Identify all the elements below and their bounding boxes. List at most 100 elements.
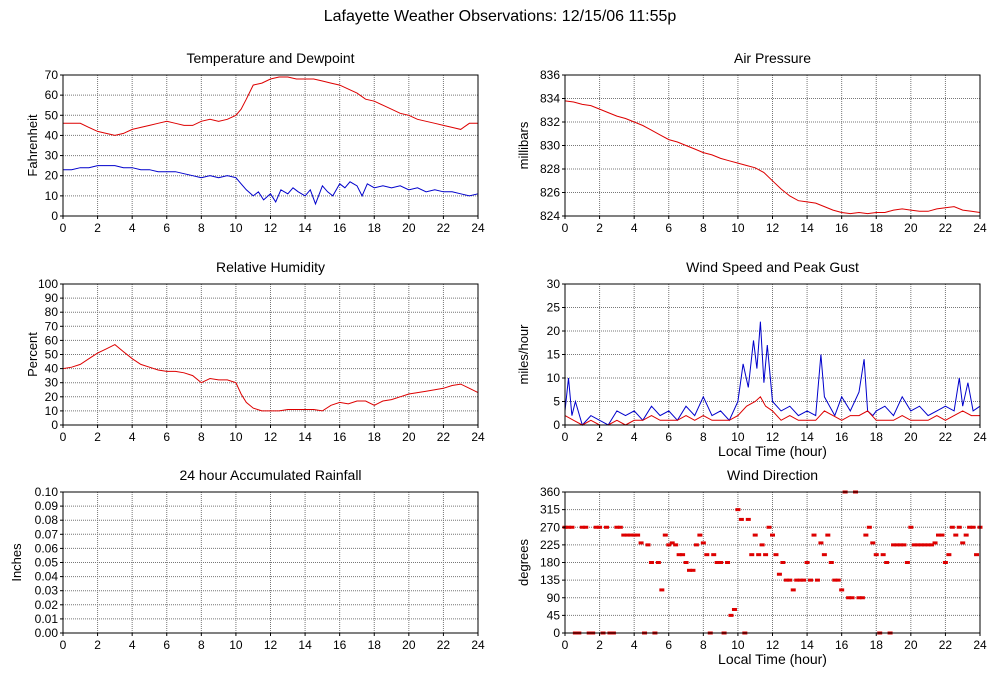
y-tick-label: 360 <box>540 485 560 499</box>
y-tick-label: 315 <box>540 503 560 517</box>
x-tick-label: 4 <box>129 221 136 235</box>
y-tick-label: 0.09 <box>35 499 59 513</box>
data-point-direction <box>687 568 692 572</box>
data-point-direction <box>866 525 872 529</box>
series-line-pressure-0 <box>564 100 981 215</box>
data-point-direction <box>645 543 651 547</box>
x-axis-label: Local Time (hour) <box>718 651 827 667</box>
data-point-direction <box>593 525 599 529</box>
y-tick-label: 0.06 <box>35 541 59 555</box>
x-tick-label: 24 <box>471 430 485 444</box>
x-tick-label: 0 <box>562 430 569 444</box>
x-tick-label: 18 <box>368 221 382 235</box>
data-point-direction <box>811 533 817 537</box>
x-tick-label: 24 <box>973 430 987 444</box>
data-point-direction <box>621 533 627 537</box>
data-point-direction <box>946 553 952 557</box>
x-tick-label: 6 <box>163 430 170 444</box>
y-tick-label: 70 <box>45 68 59 82</box>
data-point-direction <box>832 578 838 582</box>
y-axis-label: Percent <box>25 332 40 377</box>
y-tick-label: 826 <box>540 186 560 200</box>
x-tick-label: 12 <box>766 221 780 235</box>
chart-title: Wind Speed and Peak Gust <box>686 259 859 275</box>
y-tick-label: 60 <box>45 88 59 102</box>
y-tick-label: 20 <box>45 169 59 183</box>
x-tick-label: 16 <box>333 221 347 235</box>
data-point-direction <box>901 543 907 547</box>
data-point-direction <box>956 525 962 529</box>
chart-temp: 0 2 4 6 8 10 12 14 16 18 20 22 24010203040506070Temp… <box>25 50 485 235</box>
data-point-direction <box>783 578 789 582</box>
series-line-humidity-0 <box>62 344 479 412</box>
data-point-direction <box>897 543 903 547</box>
y-axis-label: degrees <box>516 539 531 586</box>
data-point-direction <box>839 588 845 592</box>
y-tick-label: 10 <box>45 189 59 203</box>
data-point-direction <box>974 553 980 557</box>
data-point-direction <box>683 561 689 564</box>
data-point-direction <box>884 561 890 564</box>
x-tick-label: 16 <box>835 638 849 652</box>
x-tick-label: 18 <box>368 638 382 652</box>
x-tick-label: 22 <box>437 221 451 235</box>
x-tick-label: 2 <box>94 638 101 652</box>
y-axis-label: miles/hour <box>516 324 531 385</box>
page-title: Lafayette Weather Observations: 12/15/06… <box>323 8 677 25</box>
data-point-direction <box>787 578 793 582</box>
x-tick-label: 20 <box>402 430 416 444</box>
series-line-wind-0 <box>564 321 981 426</box>
x-tick-label: 8 <box>700 638 707 652</box>
data-point-direction <box>704 553 710 557</box>
x-tick-label: 24 <box>471 638 485 652</box>
x-tick-label: 20 <box>904 221 918 235</box>
x-tick-label: 2 <box>596 638 603 652</box>
data-point-direction <box>814 578 820 582</box>
y-tick-label: 0 <box>51 418 58 432</box>
x-tick-label: 22 <box>939 221 953 235</box>
y-tick-label: 225 <box>540 538 560 552</box>
y-axis-label: Inches <box>9 543 24 582</box>
y-tick-label: 836 <box>540 68 560 82</box>
y-tick-label: 60 <box>45 333 59 347</box>
data-point-direction <box>904 561 910 564</box>
data-point-direction <box>880 553 886 557</box>
x-tick-label: 20 <box>904 638 918 652</box>
data-point-direction <box>794 578 800 582</box>
y-tick-label: 0.08 <box>35 513 59 527</box>
x-tick-label: 22 <box>939 430 953 444</box>
data-point-direction <box>804 561 810 564</box>
y-tick-label: 828 <box>540 162 560 176</box>
y-tick-label: 5 <box>553 395 560 409</box>
y-tick-label: 180 <box>540 556 560 570</box>
chart-rain: 0 2 4 6 8 10 12 14 16 18 20 22 240.000.010.020.030.0… <box>9 467 485 652</box>
series-line-wind-1 <box>564 396 980 426</box>
data-point-direction <box>790 588 796 592</box>
x-tick-label: 16 <box>835 430 849 444</box>
x-tick-label: 6 <box>665 221 672 235</box>
data-point-direction <box>759 543 765 547</box>
x-tick-label: 24 <box>973 221 987 235</box>
y-tick-label: 40 <box>45 128 59 142</box>
y-tick-label: 20 <box>45 390 59 404</box>
x-tick-label: 6 <box>163 221 170 235</box>
data-point-direction <box>797 578 803 582</box>
x-tick-label: 2 <box>94 221 101 235</box>
x-tick-label: 8 <box>700 221 707 235</box>
data-point-direction <box>856 596 862 600</box>
data-point-direction <box>763 553 769 557</box>
data-point-direction <box>604 525 609 529</box>
data-point-direction <box>942 561 948 564</box>
chart-title: Air Pressure <box>734 50 811 66</box>
data-point-direction <box>780 561 786 564</box>
x-tick-label: 8 <box>700 430 707 444</box>
data-point-direction <box>835 578 841 582</box>
x-tick-label: 12 <box>766 638 780 652</box>
x-tick-label: 0 <box>562 638 569 652</box>
x-tick-label: 18 <box>870 221 884 235</box>
chart-humidity: 0 2 4 6 8 10 12 14 16 18 20 22 240102030405060708090… <box>25 259 485 444</box>
y-tick-label: 0.03 <box>35 584 59 598</box>
x-tick-label: 0 <box>60 221 67 235</box>
data-point-direction <box>773 553 779 557</box>
data-point-direction <box>731 608 737 611</box>
